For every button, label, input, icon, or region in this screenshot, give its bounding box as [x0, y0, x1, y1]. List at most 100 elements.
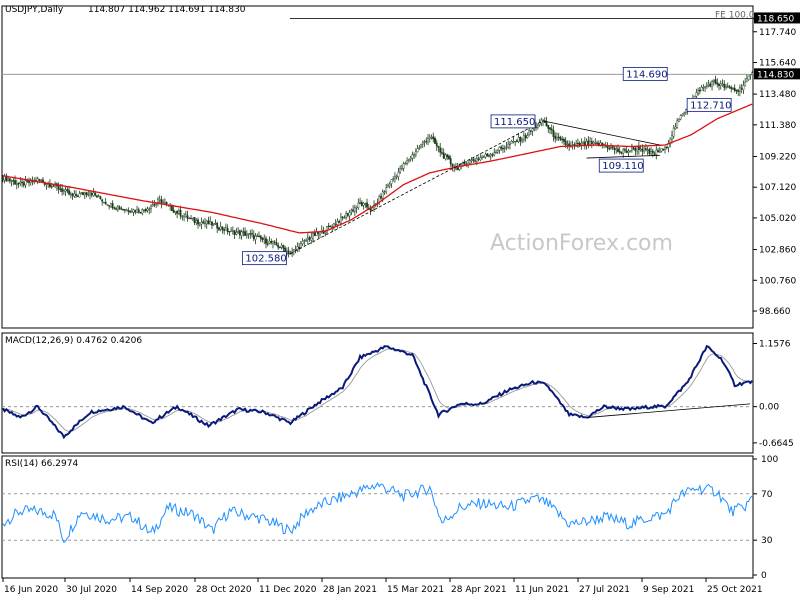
- candle-body: [123, 209, 126, 211]
- candle-body: [725, 86, 727, 89]
- candle-body: [118, 206, 121, 210]
- candle-body: [113, 207, 116, 209]
- candle-body: [434, 138, 436, 144]
- candle-body: [747, 75, 750, 80]
- candle-body: [406, 160, 409, 164]
- candle-body: [397, 171, 400, 177]
- candle-body: [184, 214, 187, 217]
- candle-body: [207, 220, 210, 225]
- candle-body: [589, 141, 591, 145]
- candle-body: [188, 217, 191, 220]
- candle-body: [242, 231, 245, 233]
- candle-body: [517, 137, 520, 142]
- candle-body: [563, 138, 565, 142]
- candle-body: [111, 203, 114, 209]
- candle-body: [312, 233, 314, 239]
- candle-body: [348, 212, 351, 217]
- rsi-line: [2, 481, 753, 544]
- candle-body: [202, 221, 205, 224]
- candle-body: [719, 83, 722, 86]
- candle-body: [40, 180, 43, 182]
- candle-body: [477, 158, 480, 160]
- candle-body: [742, 85, 745, 90]
- candle-body: [610, 146, 612, 149]
- candle-body: [549, 127, 551, 130]
- candle-body: [723, 83, 726, 88]
- candle-body: [366, 202, 368, 208]
- candle-body: [430, 137, 433, 139]
- candle-body: [650, 151, 652, 154]
- candle-body: [671, 135, 673, 140]
- candle-body: [26, 180, 29, 182]
- candle-body: [437, 145, 440, 148]
- candle-body: [252, 234, 255, 240]
- candle-body: [160, 199, 163, 204]
- candle-body: [266, 243, 269, 245]
- candle-body: [240, 231, 243, 236]
- candle-body: [648, 149, 651, 154]
- watermark-group: ActionForex.com: [490, 231, 673, 256]
- candle-body: [116, 206, 119, 210]
- y-tick-label: 109.220: [759, 152, 796, 162]
- last-price-box: [754, 68, 800, 80]
- x-tick-label: 15 Mar 2021: [387, 585, 444, 595]
- candle-body: [69, 193, 72, 195]
- candle-body: [287, 250, 290, 255]
- candle-body: [97, 195, 100, 197]
- candle-body: [641, 148, 644, 152]
- x-tick-label: 28 Oct 2020: [196, 585, 252, 595]
- rsi-pane: 100 70 30 0: [2, 455, 778, 581]
- candle-body: [510, 141, 513, 144]
- y-tick-label: 98.660: [759, 307, 791, 317]
- candle-body: [608, 148, 611, 150]
- candle-body: [432, 136, 435, 140]
- candle-body: [71, 193, 74, 196]
- y-tick-label: 100.760: [759, 276, 796, 286]
- candle-body: [350, 210, 353, 213]
- candle-body: [204, 222, 206, 225]
- candle-body: [705, 85, 708, 87]
- candle-body: [556, 137, 558, 140]
- triangle-lower-line: [586, 154, 660, 159]
- candle-body: [200, 222, 203, 225]
- candle-body: [594, 142, 597, 144]
- candle-body: [441, 152, 443, 154]
- candle-body: [751, 72, 754, 75]
- candle-body: [587, 140, 590, 145]
- candle-body: [698, 89, 701, 92]
- candle-body: [632, 147, 635, 150]
- candle-body: [235, 232, 238, 235]
- candle-body: [439, 147, 442, 153]
- candle-body: [273, 241, 276, 243]
- candle-body: [536, 125, 539, 128]
- candle-body: [139, 212, 142, 214]
- candle-body: [716, 82, 719, 85]
- candle-body: [172, 209, 175, 213]
- candle-body: [190, 218, 192, 220]
- candle-body: [157, 199, 159, 203]
- candle-body: [127, 210, 130, 212]
- candle-body: [195, 220, 198, 224]
- candle-body: [735, 89, 738, 92]
- candle-body: [394, 176, 396, 179]
- candle-body: [205, 220, 208, 225]
- candle-body: [582, 142, 585, 144]
- candle-body: [216, 223, 219, 229]
- candle-body: [144, 209, 147, 212]
- rsi-y-tick-label: 70: [761, 490, 773, 500]
- y-tick-label: 102.860: [759, 246, 796, 256]
- candle-body: [104, 201, 107, 205]
- candle-body: [299, 243, 302, 249]
- candle-body: [346, 213, 349, 216]
- candle-body: [455, 167, 457, 169]
- candle-body: [310, 237, 313, 241]
- candle-body: [193, 217, 196, 223]
- macd-pane: 1.1576 0.00 -0.6645: [2, 339, 794, 449]
- candle-body: [545, 121, 548, 127]
- candle-body: [625, 150, 628, 153]
- candle-body: [268, 241, 271, 244]
- candle-body: [237, 231, 240, 233]
- candle-body: [381, 191, 384, 199]
- candle-body: [590, 141, 593, 144]
- candle-body: [345, 213, 348, 218]
